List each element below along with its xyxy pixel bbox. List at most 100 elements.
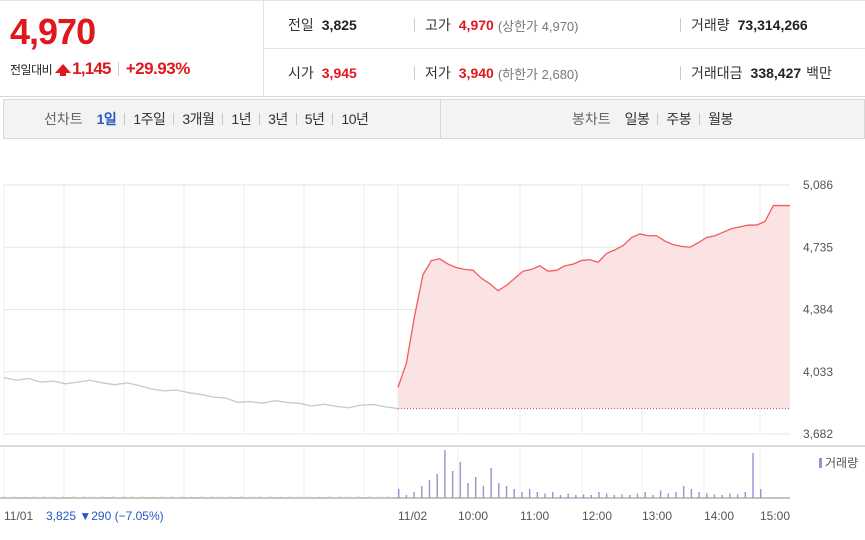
tab-divider	[173, 113, 175, 125]
x-tick-label: 12:00	[582, 509, 612, 523]
volume-bar-prev-day	[53, 496, 55, 498]
x-tick-label: 11/01	[4, 509, 33, 523]
y-tick-label: 5,086	[803, 178, 833, 192]
volume-bar	[744, 492, 746, 498]
volume-bar	[505, 486, 508, 498]
volume-bar-prev-day	[289, 496, 291, 498]
volume-bar	[605, 493, 608, 498]
current-price: 4,970	[10, 11, 96, 52]
volume-bar-prev-day	[260, 496, 262, 498]
volume-legend-label: 거래량	[825, 456, 858, 470]
volume-bar-prev-day	[82, 496, 84, 498]
open-stat: 시가 3,945	[288, 49, 357, 97]
volume-bar-prev-day	[230, 496, 232, 498]
tab-1w[interactable]: 1주일	[133, 111, 166, 127]
stat-divider	[680, 18, 681, 32]
volume-bar-prev-day	[43, 496, 45, 498]
volume-bar-prev-day	[368, 496, 370, 498]
change-value: 1,145	[72, 59, 111, 78]
tab-5y[interactable]: 5년	[304, 111, 325, 127]
volume-bar-prev-day	[171, 496, 173, 498]
price-chart[interactable]: 5,086 4,735 4,384 4,033 3,682 거래량 11/01 11/02 10…	[0, 170, 865, 540]
stats-row-1: 전일 3,825 고가 4,970 (상한가 4,970) 거래량 73,314…	[264, 1, 865, 49]
high-value: 4,970	[458, 17, 494, 33]
x-tick-label: 13:00	[642, 509, 672, 523]
volume-bar	[706, 493, 708, 498]
volume-bar-prev-day	[132, 496, 134, 498]
volume-bar	[636, 493, 639, 498]
volume-bar-prev-day	[319, 496, 321, 498]
volume-bar	[644, 492, 646, 498]
volume-bar-prev-day	[358, 496, 360, 498]
volume-bar	[582, 494, 585, 498]
tab-divider	[295, 113, 297, 125]
volume-bar-prev-day	[388, 496, 390, 498]
line-chart-tabs: 선차트 1일 1주일 3개월 1년 3년 5년 10년	[44, 100, 369, 138]
volume-bar	[675, 492, 677, 498]
volume-bar	[752, 453, 754, 498]
volume-bar-prev-day	[122, 496, 124, 498]
x-tick-label: 11/02	[398, 509, 427, 523]
volume-bar-prev-day	[201, 496, 202, 498]
volume-bar	[567, 493, 569, 498]
tab-weekly-candle[interactable]: 주봉	[666, 111, 692, 127]
tab-daily-candle[interactable]: 일봉	[624, 111, 650, 127]
series-line-prev-day	[3, 376, 399, 410]
tab-divider	[259, 113, 261, 125]
volume-bar-prev-day	[338, 496, 340, 498]
quote-summary: 4,970 전일대비 1,145 +29.93% 전일 3,825 고가 4,9…	[0, 0, 865, 97]
tab-1d[interactable]: 1일	[96, 111, 117, 127]
volume-bar	[436, 474, 438, 498]
volume-bar-prev-day	[102, 496, 104, 498]
tab-3y[interactable]: 3년	[268, 111, 288, 127]
volume-bar-prev-day	[4, 496, 5, 498]
volume-bar-prev-day	[92, 496, 94, 498]
volume-bar	[421, 486, 423, 498]
prev-close-stat: 전일 3,825	[288, 1, 357, 49]
x-tick-label: 14:00	[704, 509, 734, 523]
volume-bar	[513, 489, 515, 498]
volume-bar-prev-day	[329, 496, 331, 498]
turnover-unit: 백만	[806, 65, 832, 81]
turnover-label: 거래대금	[691, 65, 743, 81]
prev-close-value: 3,825	[321, 17, 357, 33]
volume-bar	[629, 495, 631, 498]
x-tick-label: 11:00	[520, 509, 549, 523]
volume-bar	[467, 483, 469, 498]
volume-bar	[398, 489, 400, 498]
volume-bar	[413, 492, 415, 498]
volume-bar-prev-day	[279, 496, 281, 498]
volume-bar	[528, 489, 531, 498]
chart-tab-bar: 선차트 1일 1주일 3개월 1년 3년 5년 10년 봉차트 일봉 주봉 월봉	[3, 99, 865, 139]
line-chart-label: 선차트	[44, 111, 83, 127]
volume-bar-prev-day	[141, 496, 143, 498]
volume-bar-prev-day	[72, 496, 74, 498]
volume-bar-prev-day	[210, 496, 212, 498]
volume-bar	[490, 468, 492, 498]
volume-bar-prev-day	[378, 496, 380, 498]
x-tick-label: 15:00	[760, 509, 790, 523]
tab-3m[interactable]: 3개월	[182, 111, 215, 127]
price-box: 4,970 전일대비 1,145 +29.93%	[0, 1, 264, 97]
volume-bar	[482, 486, 485, 498]
volume-bar	[613, 495, 616, 498]
tab-divider	[222, 113, 224, 125]
volume-bar	[659, 490, 662, 498]
volume-bar	[621, 494, 623, 498]
tab-monthly-candle[interactable]: 월봉	[708, 111, 733, 127]
candle-chart-tabs: 봉차트 일봉 주봉 월봉	[572, 100, 733, 138]
change-row: 전일대비 1,145 +29.93%	[10, 59, 190, 79]
volume-bar	[459, 462, 462, 498]
volume-bar	[760, 489, 762, 498]
volume-bar-prev-day	[13, 496, 15, 498]
low-value: 3,940	[458, 65, 494, 81]
turnover-value: 338,427	[750, 65, 802, 81]
high-label: 고가	[425, 17, 451, 33]
tab-1y[interactable]: 1년	[231, 111, 252, 127]
volume-stat: 거래량 73,314,266	[680, 1, 808, 49]
tab-10y[interactable]: 10년	[341, 111, 369, 127]
change-divider	[117, 62, 119, 76]
y-tick-label: 4,033	[803, 365, 833, 379]
low-label: 저가	[425, 65, 451, 81]
series-line-today	[397, 204, 790, 388]
